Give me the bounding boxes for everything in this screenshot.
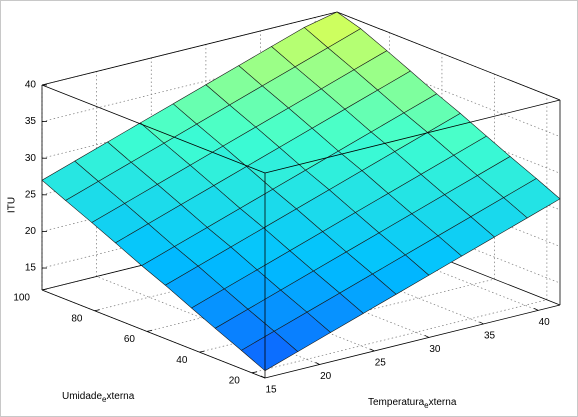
x-tick-label: 20 — [320, 371, 332, 382]
box-edge — [41, 11, 338, 86]
y-axis-label: Umidadeexterna — [62, 391, 135, 404]
y-tick-label: 20 — [229, 375, 241, 386]
grid-line — [251, 299, 547, 374]
z-tick-label: 15 — [25, 263, 37, 274]
z-tick-label: 20 — [25, 226, 37, 237]
grid-line — [199, 278, 495, 353]
tick-mark — [315, 362, 320, 365]
x-tick-label: 35 — [484, 331, 496, 342]
x-axis-label: Temperaturaexterna — [368, 397, 457, 410]
tick-mark — [479, 321, 484, 325]
z-tick-label: 30 — [25, 153, 37, 164]
tick-mark — [424, 335, 430, 338]
x-axis-label-part: Temperatura — [368, 397, 425, 408]
tick-mark — [260, 375, 266, 379]
y-axis-label-part: xterna — [106, 391, 134, 402]
tick-mark — [370, 348, 375, 352]
tick-mark — [41, 288, 48, 291]
box-edge — [264, 304, 561, 379]
y-tick-label: 60 — [124, 334, 136, 345]
x-axis-label-part: xterna — [429, 397, 457, 408]
box-edge — [41, 84, 266, 174]
box-edge — [336, 11, 561, 101]
z-axis-label: ITU — [7, 197, 18, 213]
x-tick-label: 40 — [539, 317, 551, 328]
x-tick-label: 25 — [375, 358, 387, 369]
tick-mark — [533, 308, 539, 311]
y-tick-label: 100 — [13, 293, 30, 304]
x-tick-label: 15 — [265, 385, 277, 396]
y-tick-label: 40 — [176, 355, 188, 366]
x-tick-label: 30 — [429, 344, 441, 355]
y-tick-label: 80 — [71, 313, 83, 324]
box-edge — [264, 99, 561, 174]
z-tick-label: 40 — [25, 80, 37, 91]
z-tick-label: 25 — [25, 189, 37, 200]
y-axis-label-subscript: e — [102, 395, 107, 404]
tick-mark — [199, 350, 205, 353]
tick-mark — [251, 371, 257, 374]
x-axis-label-subscript: e — [424, 401, 429, 410]
box-edge — [41, 289, 266, 379]
tick-mark — [146, 330, 153, 332]
surface-face — [240, 330, 299, 372]
z-tick-label: 35 — [25, 116, 37, 127]
tick-mark — [94, 309, 100, 312]
y-axis-label-part: Umidade — [62, 391, 102, 402]
